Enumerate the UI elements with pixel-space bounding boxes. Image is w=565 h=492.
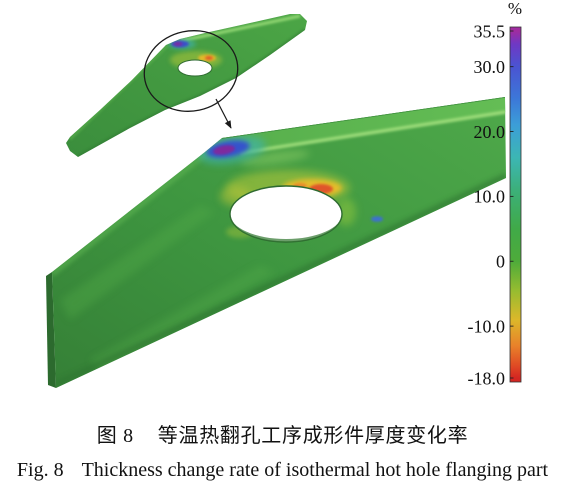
callout-ellipse	[143, 30, 239, 112]
zoomed-ridge-glow	[240, 150, 310, 166]
colorbar-tick-label: 10.0	[474, 187, 506, 207]
zoomed-contour-blue-spot	[371, 216, 383, 222]
colorbar-tick-label: 30.0	[474, 57, 506, 77]
zoomed-part-flange	[205, 97, 506, 153]
caption-en-label: Fig. 8	[16, 459, 64, 481]
caption-cn-text: 等温热翻孔工序成形件厚度变化率	[157, 425, 469, 447]
caption-en-text: Thickness change rate of isothermal hot …	[81, 459, 549, 481]
figure-canvas: % 35.5 30.0 20.0 10.0 0 -10.0 -18.0	[46, 0, 523, 388]
caption-cn: 图 8 等温热翻孔工序成形件厚度变化率	[0, 424, 565, 448]
colorbar-unit-label: %	[508, 0, 522, 18]
colorbar-tick-label: 20.0	[474, 122, 506, 142]
colorbar-ticks: 35.5 30.0 20.0 10.0 0 -10.0 -18.0	[468, 21, 514, 388]
colorbar-gradient-bar	[509, 26, 522, 383]
colorbar-tick-label: 0	[496, 252, 505, 272]
overview-hole	[177, 59, 213, 77]
overview-ridge-highlight	[179, 14, 301, 43]
overview-lower-edge-shade	[77, 28, 306, 157]
colorbar-tick-label: -10.0	[468, 316, 506, 336]
caption-en: Fig. 8 Thickness change rate of isotherm…	[0, 458, 565, 482]
colorbar: % 35.5 30.0 20.0 10.0 0 -10.0 -18.0	[468, 0, 523, 388]
caption-cn-label: 图 8	[96, 425, 134, 447]
zoomed-surface-streak	[60, 205, 215, 320]
zoomed-ridge-highlight	[239, 110, 506, 155]
overview-contour-purple	[173, 42, 183, 46]
callout-arrow	[215, 98, 232, 129]
zoomed-contour-purple	[213, 145, 235, 155]
overview-contour-red	[205, 56, 213, 60]
colorbar-tick-label: -18.0	[468, 368, 506, 388]
zoomed-edge-highlight	[52, 150, 210, 276]
colorbar-tick-label: 35.5	[474, 21, 506, 41]
zoomed-part-side-edge	[46, 272, 56, 388]
figure: % 35.5 30.0 20.0 10.0 0 -10.0 -18.0	[46, 0, 523, 388]
zoomed-lower-edge-shade	[54, 173, 506, 387]
zoomed-top-edge	[221, 97, 506, 139]
